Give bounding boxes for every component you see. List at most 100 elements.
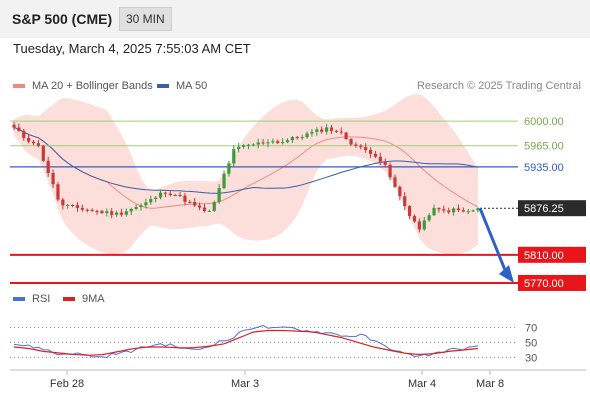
candle-body [36,143,41,146]
candle-body [149,199,153,203]
legend-swatch [63,297,75,301]
bollinger-band-area [14,93,478,255]
candle-body [212,202,216,211]
candle-body [232,149,236,164]
level-label-support-1: 5810.00 [524,250,564,262]
candle-body [158,192,163,198]
candle-body [266,142,270,144]
candle-body [251,144,255,146]
candle-body [378,156,382,162]
candle-body [344,132,348,140]
legend-label: MA 20 + Bollinger Bands [32,80,153,92]
candle-body [422,220,426,230]
candle-body [110,211,114,215]
candle-body [261,142,265,144]
candle-body [183,195,187,202]
legend-label: 9MA [82,293,105,305]
candle-body [66,204,70,206]
chart-header: S&P 500 (CME) 30 MIN [0,0,590,38]
candle-body [281,142,285,144]
candle-body [295,137,299,139]
candle-body [17,127,21,131]
x-axis-label: Mar 3 [231,378,259,390]
candle-body [334,130,338,132]
candle-body [388,164,392,178]
candle-body [51,173,55,185]
timeframe-button[interactable]: 30 MIN [119,7,172,31]
candle-body [119,212,124,215]
candle-body [276,141,280,144]
candle-body [368,150,373,154]
level-label-box-support-2 [518,274,586,291]
candle-body [41,145,45,161]
legend-ma-bollinger: MA 20 + Bollinger Bands [13,80,153,92]
candle-body [22,130,26,138]
candle-body [393,177,397,187]
candle-body [456,208,461,211]
candle-body [354,144,358,146]
candle-body [202,207,207,212]
copyright: Research © 2025 Trading Central [416,80,581,92]
legend-swatch [13,297,25,301]
candle-body [168,193,172,195]
candle-body [476,208,480,211]
candle-body [315,129,319,132]
legend-9ma: 9MA [63,293,105,305]
candle-body [339,131,343,133]
candle-body [290,137,294,141]
candle-body [85,209,89,211]
candle-body [173,194,177,196]
legend-label: RSI [32,293,51,305]
candle-body [324,127,329,132]
candle-body [403,196,407,207]
candle-body [256,142,260,145]
legend-swatch [157,84,169,88]
rsi-tick-label: 70 [525,323,537,335]
candle-body [437,208,441,210]
candle-body [320,129,324,132]
level-label-resistance-2: 6000.00 [524,116,564,128]
candle-body [412,216,417,222]
candle-body [310,131,314,134]
candle-body [246,144,251,146]
legend-ma50: MA 50 [157,80,207,92]
candle-body [373,153,378,157]
candle-body [61,199,65,206]
legend-swatch [13,84,25,88]
candle-body [90,209,94,211]
candle-body [349,139,353,145]
candle-body [154,197,158,200]
candle-body [139,205,143,208]
ma50-line [13,127,479,194]
candle-body [383,161,387,165]
candle-body [222,173,226,189]
candle-body [31,141,36,144]
legend-label: MA 50 [176,80,208,92]
current-price-label: 5876.25 [524,203,564,215]
candle-body [408,206,412,217]
candle-body [442,209,446,211]
candle-body [237,146,241,150]
candle-body [95,210,99,212]
candle-body [300,137,304,139]
candle-body [359,145,363,148]
candle-body [329,127,334,131]
candle-body [271,141,275,143]
candle-body [163,192,168,194]
candle-body [124,211,128,215]
rsi-tick-label: 30 [525,353,537,365]
candle-body [178,195,182,197]
rsi-line [13,324,479,359]
candle-body [432,208,436,216]
candle-body [114,212,119,215]
candle-body [417,221,421,230]
symbol-title: S&P 500 (CME) [12,11,113,27]
candle-body [188,201,192,203]
candle-body [471,210,475,212]
candle-body [80,207,84,210]
candle-body [75,205,80,208]
candle-body [193,201,197,206]
rsi-9ma-line [13,329,479,356]
x-axis-label: Mar 8 [476,378,504,390]
candle-body [398,186,402,197]
